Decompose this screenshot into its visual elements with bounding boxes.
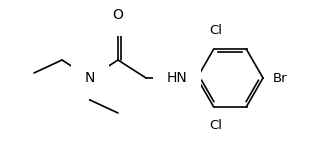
Text: N: N [85,71,95,85]
Text: Cl: Cl [209,24,222,37]
Text: Br: Br [273,71,288,84]
Text: HN: HN [167,71,187,85]
Text: O: O [112,8,124,22]
Text: Cl: Cl [209,119,222,132]
